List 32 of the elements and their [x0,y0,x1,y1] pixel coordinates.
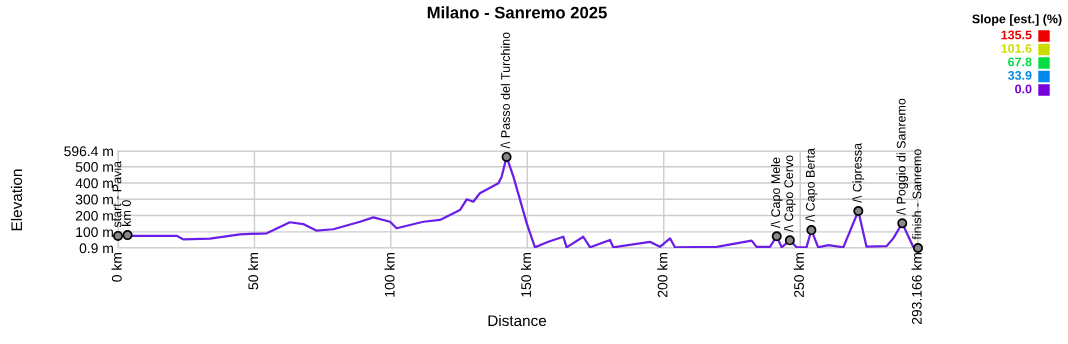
annotation: /\ Capo Cervo [784,155,796,232]
x-tick-label: 50 km [247,253,259,290]
y-tick-label: 0.9 m [79,243,113,254]
color-bar-title: Slope [est.] (%) [972,14,1062,26]
annotation: /\ Passo del Turchino [500,32,510,149]
annotation: start - Pavia [112,160,122,228]
y-tick-label: 100 m [76,227,113,238]
y-tick-label: 200 m [75,210,113,221]
y-tick-label: 400 m [75,178,113,189]
annotation: km 0 [121,200,131,226]
color-bar-label: 67.8 [1008,57,1032,67]
color-bar-label: 33.9 [1007,71,1032,80]
y-tick-label: 596.4 m [64,146,113,157]
x-tick-label: 250 km [793,253,804,298]
x-axis-title: Distance [488,314,547,327]
color-bar-label: 135.5 [1001,30,1032,40]
x-tick-label: 293.166 km [911,253,922,325]
annotation: /\ Capo Mele [770,157,783,228]
annotation: /\ Capo Berta [805,148,818,222]
x-tick-label: 200 km [657,253,668,298]
y-tick-label: 500 m [75,162,113,172]
chart-title: Milano - Sanremo 2025 [427,6,607,19]
y-axis-title: Elevation [10,169,23,231]
y-tick-label: 300 m [75,194,113,205]
annotation: finish - Sanremo [912,149,922,240]
annotation: /\ Poggio di Sanremo [896,98,909,215]
x-tick-label: 100 km [384,253,395,297]
color-bar-label: 101.6 [1001,44,1032,53]
color-bar-label: 0.0 [1015,84,1032,94]
annotation: /\ Cipressa [852,142,865,203]
x-tick-label: 150 km [520,253,532,297]
x-tick-label: 0 km [111,253,122,282]
